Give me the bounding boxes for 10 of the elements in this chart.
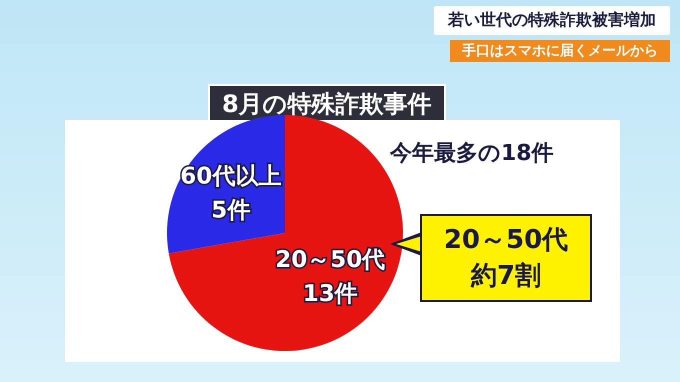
data-label: 13件 [302, 280, 358, 307]
text: 20～50代 [442, 224, 570, 257]
text: 今年最多の18件 [390, 140, 554, 168]
text: 若い世代の特殊詐欺被害増加 [434, 6, 670, 35]
slice-label: 60代以上 [180, 163, 282, 190]
text: 手口はスマホに届くメールから [450, 40, 670, 62]
slice-label: 20～50代 [275, 246, 386, 273]
data-label: 5件 [211, 197, 250, 224]
chart-title: 8月の特殊詐欺事件 [208, 84, 446, 124]
text: 約7割 [470, 260, 542, 293]
